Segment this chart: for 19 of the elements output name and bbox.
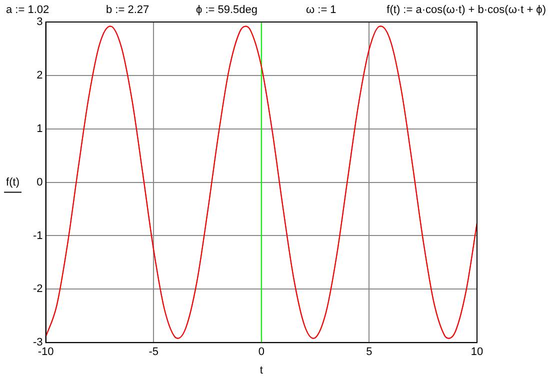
x-tick-label: 10 bbox=[470, 346, 484, 358]
x-tick-label: -5 bbox=[148, 346, 158, 358]
y-tick-label: -3 bbox=[33, 336, 43, 349]
text: f(t) := a·cos(ω·t) + b·cos(ω·t + ϕ) bbox=[386, 4, 546, 16]
x-tick-label: 5 bbox=[366, 346, 372, 358]
text: ϕ := 59.5deg bbox=[196, 4, 258, 16]
x-tick-label: -10 bbox=[38, 346, 54, 358]
text: ω := 1 bbox=[306, 4, 336, 16]
text: b := 2.27 bbox=[106, 4, 150, 16]
x-tick-label: 0 bbox=[258, 346, 264, 358]
y-tick-label: -1 bbox=[33, 230, 43, 242]
y-tick-label: -2 bbox=[33, 283, 43, 296]
y-axis-title: f(t) bbox=[6, 176, 20, 188]
y-tick-label: 1 bbox=[36, 122, 43, 135]
text: a := 1.02 bbox=[6, 4, 50, 16]
x-axis-title: t bbox=[260, 364, 263, 376]
y-tick-label: 3 bbox=[36, 16, 43, 28]
y-tick-label: 2 bbox=[36, 69, 43, 82]
y-tick-label: 0 bbox=[36, 176, 43, 188]
